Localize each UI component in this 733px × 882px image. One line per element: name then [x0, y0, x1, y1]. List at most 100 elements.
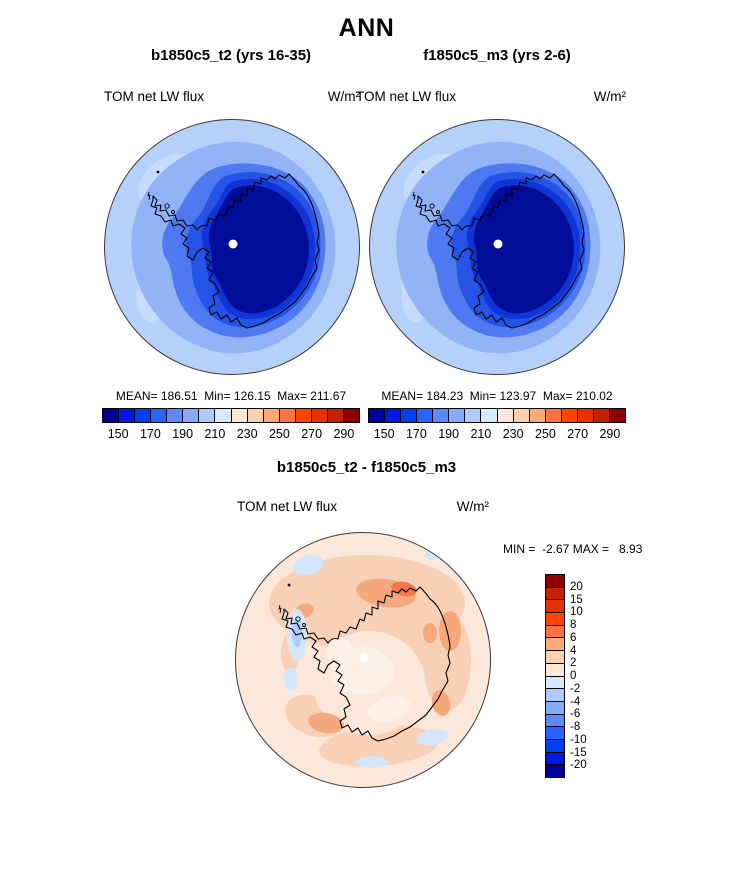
colorbar-tick-label: 250	[534, 427, 556, 441]
colorbar-cell	[449, 409, 466, 422]
panel2-variable-label: TOM net LW flux	[356, 89, 457, 104]
colorbar-cell	[577, 409, 594, 422]
colorbar-cell	[343, 409, 359, 422]
colorbar-panel2-ticks: 150 170 190 210 230 250 270 290	[368, 427, 626, 442]
colorbar-cell	[135, 409, 152, 422]
colorbar-tick-label: 170	[405, 427, 427, 441]
colorbar-tick-label: 290	[599, 427, 621, 441]
diff-colorbar-tick-label: 20	[570, 580, 583, 593]
diff-colorbar-cell	[546, 613, 564, 626]
diff-colorbar-tick-label: 8	[570, 619, 577, 631]
colorbar-cell	[433, 409, 450, 422]
colorbar-tick-label: 270	[301, 427, 323, 441]
colorbar-cell	[247, 409, 264, 422]
map-circle-border	[235, 532, 491, 788]
colorbar-cell	[465, 409, 482, 422]
panel2-subtitle: f1850c5_m3 (yrs 2-6)	[423, 47, 571, 64]
colorbar-cell	[183, 409, 200, 422]
panel1-units-label: W/m²	[327, 89, 360, 104]
colorbar-cell	[497, 409, 514, 422]
colorbar-cell	[529, 409, 546, 422]
colorbar-cell	[279, 409, 296, 422]
diff-colorbar-cell	[546, 689, 564, 702]
south-pole-marker	[493, 239, 503, 249]
panel1-stats: MEAN= 186.51 Min= 126.15 Max= 211.67	[115, 389, 347, 403]
diff-colorbar-cell	[546, 625, 564, 639]
colorbar-cell	[119, 409, 136, 422]
colorbar-cell	[263, 409, 280, 422]
map-circle-border	[104, 119, 360, 375]
diff-colorbar-tick-label: -8	[570, 721, 581, 733]
colorbar-cell	[231, 409, 248, 422]
colorbar-tick-label: 210	[204, 427, 226, 441]
diff-colorbar-tick-label: -4	[570, 695, 581, 708]
diff-colorbar-cell	[546, 575, 564, 588]
diff-colorbar-tick-label: -20	[570, 759, 587, 772]
diff-colorbar-cell	[546, 727, 564, 740]
diff-colorbar-cell	[546, 765, 564, 777]
diff-colorbar-tick-label: -15	[570, 746, 587, 759]
diff-minmax: MIN = -2.67 MAX = 8.93	[503, 542, 643, 556]
colorbar-cell	[481, 409, 498, 422]
colorbar-cell	[401, 409, 418, 422]
diff-colorbar-tick-label: 10	[570, 606, 583, 619]
colorbar-cell	[103, 409, 120, 422]
panel2-units-label: W/m²	[593, 89, 626, 104]
antarctica-outline	[147, 170, 320, 329]
colorbar-cell	[311, 409, 328, 422]
colorbar-tick-label: 190	[438, 427, 460, 441]
diff-colorbar-tick-label: -6	[570, 708, 581, 721]
colorbar-cell	[513, 409, 530, 422]
colorbar-cell	[151, 409, 168, 422]
colorbar-panel2	[368, 408, 626, 423]
colorbar-cell	[167, 409, 184, 422]
colorbar-tick-label: 290	[333, 427, 355, 441]
colorbar-tick-label: 150	[373, 427, 395, 441]
antarctica-outline	[412, 170, 585, 329]
diff-title: b1850c5_t2 - f1850c5_m3	[276, 459, 457, 476]
colorbar-cell	[385, 409, 402, 422]
figure-title: ANN	[338, 14, 395, 42]
colorbar-tick-label: 210	[470, 427, 492, 441]
colorbar-tick-label: 230	[502, 427, 524, 441]
diff-colorbar-tick-label: 6	[570, 631, 577, 644]
diff-colorbar-tick-label: -2	[570, 682, 581, 695]
antarctica-outline	[278, 583, 451, 742]
colorbar-cell	[593, 409, 610, 422]
south-pole-marker	[359, 652, 369, 662]
diff-colorbar	[545, 574, 565, 778]
diff-colorbar-cell	[546, 739, 564, 753]
diff-colorbar-tick-label: 4	[570, 644, 577, 657]
colorbar-cell	[545, 409, 562, 422]
colorbar-panel1	[102, 408, 360, 423]
colorbar-tick-label: 190	[172, 427, 194, 441]
diff-colorbar-tick-label: 0	[570, 670, 577, 682]
diff-colorbar-cell	[546, 600, 564, 614]
panel1-subtitle: b1850c5_t2 (yrs 16-35)	[150, 47, 312, 64]
panel2-stats: MEAN= 184.23 Min= 123.97 Max= 210.02	[381, 389, 613, 403]
colorbar-tick-label: 250	[268, 427, 290, 441]
colorbar-cell	[215, 409, 232, 422]
colorbar-cell	[295, 409, 312, 422]
colorbar-panel1-ticks: 150 170 190 210 230 250 270 290	[102, 427, 360, 442]
colorbar-tick-label: 150	[107, 427, 129, 441]
map-panel1	[104, 119, 360, 375]
diff-colorbar-cell	[546, 676, 564, 690]
map-diff	[235, 532, 491, 788]
diff-colorbar-cell	[546, 701, 564, 715]
colorbar-cell	[369, 409, 386, 422]
diff-label-row: TOM net LW flux W/m²	[237, 499, 489, 514]
diff-colorbar-cell	[546, 714, 564, 728]
panel1-label-row: TOM net LW flux W/m²	[104, 89, 360, 104]
colorbar-tick-label: 230	[236, 427, 258, 441]
panel1-variable-label: TOM net LW flux	[104, 89, 205, 104]
diff-colorbar-ticks: 20 15 10 8 6 4 2 0 -2 -4 -6 -8 -10 -15 -20	[570, 574, 606, 778]
colorbar-cell	[199, 409, 216, 422]
map-panel2	[369, 119, 625, 375]
colorbar-cell	[609, 409, 625, 422]
south-pole-marker	[228, 239, 238, 249]
colorbar-cell	[561, 409, 578, 422]
diff-colorbar-cell	[546, 587, 564, 601]
colorbar-cell	[327, 409, 344, 422]
